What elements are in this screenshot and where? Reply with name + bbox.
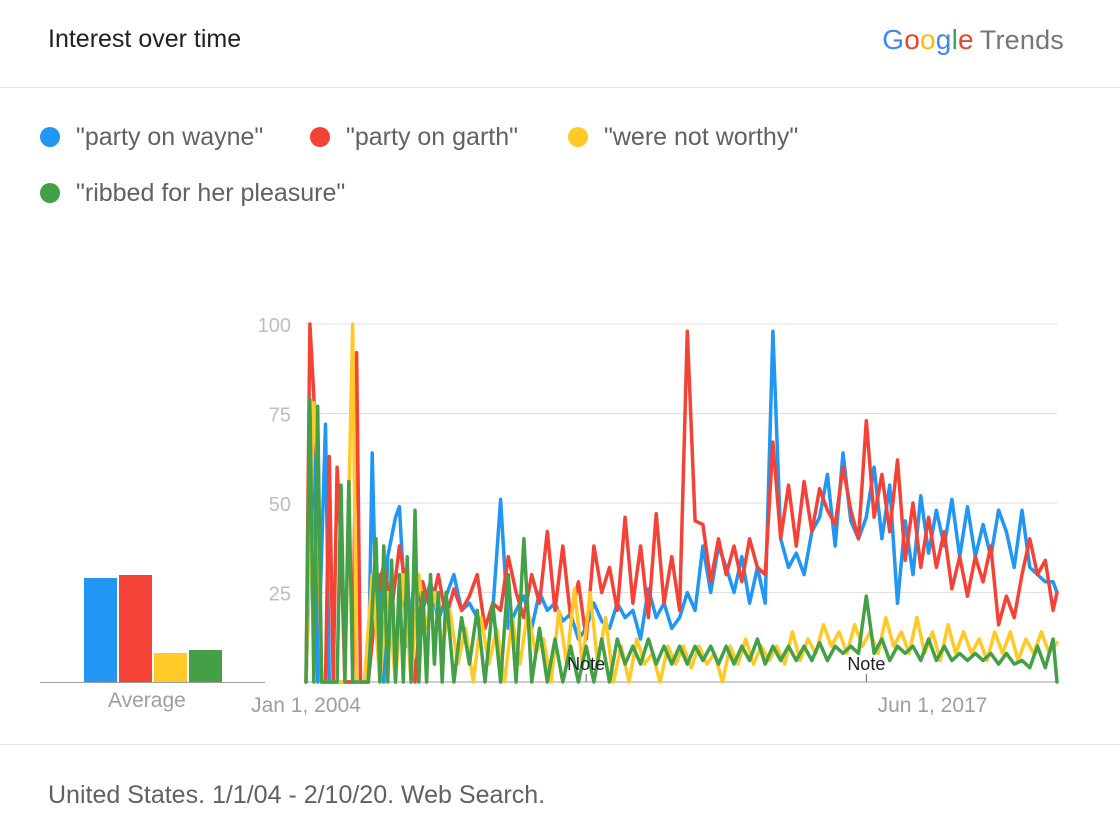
interest-line-chart: 100 75 50 25 Jan 1, 2004 Jun 1, 2017 Note Note (251, 315, 1059, 717)
google-trends-logo[interactable]: Google Trends (882, 24, 1064, 56)
chart-header: Interest over time Google Trends (0, 0, 1120, 88)
average-label: Average (108, 689, 186, 712)
average-bar[interactable] (154, 653, 187, 682)
legend-label: "were not worthy" (604, 122, 799, 151)
average-baseline (40, 682, 265, 683)
legend-label: "ribbed for her pleasure" (76, 178, 346, 207)
logo-letter: e (957, 24, 974, 55)
x-tick-label: Jun 1, 2017 (878, 694, 988, 717)
note-label: Note (847, 654, 885, 674)
logo-letter: o (920, 24, 936, 55)
legend-item[interactable]: "were not worthy" (568, 116, 798, 158)
legend-dot-icon (568, 127, 588, 147)
y-tick-label: 50 (269, 494, 291, 516)
chart-title: Interest over time (48, 25, 242, 53)
y-tick-label: 100 (258, 315, 291, 337)
legend-label: "party on wayne" (76, 122, 264, 151)
legend-dot-icon (40, 127, 60, 147)
legend-label: "party on garth" (346, 122, 519, 151)
legend-dot-icon (40, 183, 60, 203)
google-logo-word: Google (882, 24, 974, 55)
y-tick-label: 25 (269, 584, 291, 606)
chart-footer: United States. 1/1/04 - 2/10/20. Web Sea… (0, 744, 1120, 818)
series-line (304, 397, 1059, 684)
logo-letter: G (882, 24, 905, 55)
legend-item[interactable]: "party on garth" (310, 116, 518, 158)
y-tick-label: 75 (269, 405, 291, 427)
average-chart: Average (40, 320, 270, 712)
footer-text: United States. 1/1/04 - 2/10/20. Web Sea… (48, 781, 546, 809)
logo-letter: g (935, 24, 952, 55)
average-bar[interactable] (189, 649, 222, 682)
logo-letter: o (904, 24, 920, 55)
legend-item[interactable]: "party on wayne" (40, 116, 263, 158)
x-tick-label: Jan 1, 2004 (251, 694, 361, 717)
logo-letter: l (951, 24, 958, 55)
average-bar[interactable] (119, 574, 152, 682)
average-bar[interactable] (84, 578, 117, 682)
legend-dot-icon (310, 127, 330, 147)
trends-logo-word: Trends (979, 25, 1064, 55)
legend-item[interactable]: "ribbed for her pleasure" (40, 172, 345, 214)
note-label: Note (567, 654, 605, 674)
